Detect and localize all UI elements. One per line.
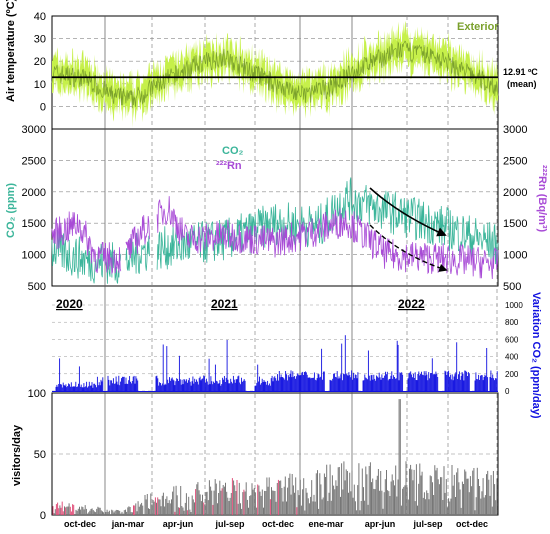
visitors-ytick-label: 100 <box>28 388 46 400</box>
radon-ytick-label: 500 <box>503 281 521 293</box>
variation-ytick-label: 600 <box>505 335 519 344</box>
variation-ytick-label: 0 <box>505 387 510 396</box>
x-tick-label: oct-dec <box>262 519 294 529</box>
year-label-2022: 2022 <box>398 297 425 311</box>
x-tick-label: jul-sep <box>412 519 443 529</box>
radon-ytick-label: 1500 <box>503 218 527 230</box>
temperature-ytick-label: 20 <box>34 56 46 68</box>
variation-ytick-label: 200 <box>505 370 519 379</box>
x-tick-label: apr-jun <box>365 519 396 529</box>
co2-ytick-label: 3000 <box>22 124 46 136</box>
co2-radon-series <box>51 177 499 284</box>
temperature-ylabel: Air temperature (ºC) <box>5 0 17 102</box>
co2-ytick-label: 2500 <box>22 155 46 167</box>
temperature-range-band <box>52 20 498 128</box>
variation-ytick-label: 1000 <box>505 301 523 310</box>
temperature-legend-exterior: Exterior <box>457 21 499 33</box>
variation-ylabel: Variation CO₂ (ppm/day) <box>530 292 542 419</box>
variation-ytick-label: 800 <box>505 318 519 327</box>
co2-ytick-label: 2000 <box>22 187 46 199</box>
x-tick-label: jul-sep <box>214 519 245 529</box>
co2-ytick-label: 1500 <box>22 218 46 230</box>
visitors-ytick-label: 0 <box>40 510 46 522</box>
visitors-ytick-label: 50 <box>34 449 46 461</box>
x-tick-label: apr-jun <box>163 519 194 529</box>
co2-radon-panel-frame <box>51 128 499 287</box>
co2-ytick-label: 1000 <box>22 250 46 262</box>
visitors-ylabel: visitors/day <box>11 424 23 486</box>
legend-radon: ²²²Rn <box>216 160 242 172</box>
temperature-ytick-label: 40 <box>34 11 46 23</box>
x-tick-label: jan-mar <box>111 519 145 529</box>
temperature-ytick-label: 10 <box>34 79 46 91</box>
visitors-bars <box>52 399 498 515</box>
co2-variation-bars <box>52 335 498 392</box>
radon-line <box>51 196 499 280</box>
mean-line-label: 12.91 ºC <box>503 67 538 77</box>
radon-ytick-label: 2500 <box>503 155 527 167</box>
co2-ytick-label: 500 <box>28 281 46 293</box>
legend-co2: CO₂ <box>222 145 244 157</box>
radon-ytick-label: 1000 <box>503 250 527 262</box>
radon-ytick-label: 3000 <box>503 124 527 136</box>
temperature-series <box>51 20 499 128</box>
temperature-exterior-line <box>51 40 499 109</box>
co2-ylabel: CO₂ (ppm) <box>5 183 17 238</box>
temperature-ytick-label: 0 <box>40 101 46 113</box>
radon-trend-arrow <box>369 224 448 272</box>
year-label-2021: 2021 <box>211 297 238 311</box>
mean-line-sublabel: (mean) <box>507 79 537 89</box>
x-tick-label: ene-mar <box>308 519 344 529</box>
radon-ytick-label: 2000 <box>503 187 527 199</box>
x-tick-label: oct-dec <box>64 519 96 529</box>
variation-ytick-label: 400 <box>505 353 519 362</box>
x-tick-label: oct-dec <box>456 519 488 529</box>
radon-ylabel: ²²²Rn (Bq/m³) <box>536 165 548 233</box>
temperature-ytick-label: 30 <box>34 34 46 46</box>
year-label-2020: 2020 <box>56 297 83 311</box>
co2-trend-arrow <box>369 187 447 237</box>
